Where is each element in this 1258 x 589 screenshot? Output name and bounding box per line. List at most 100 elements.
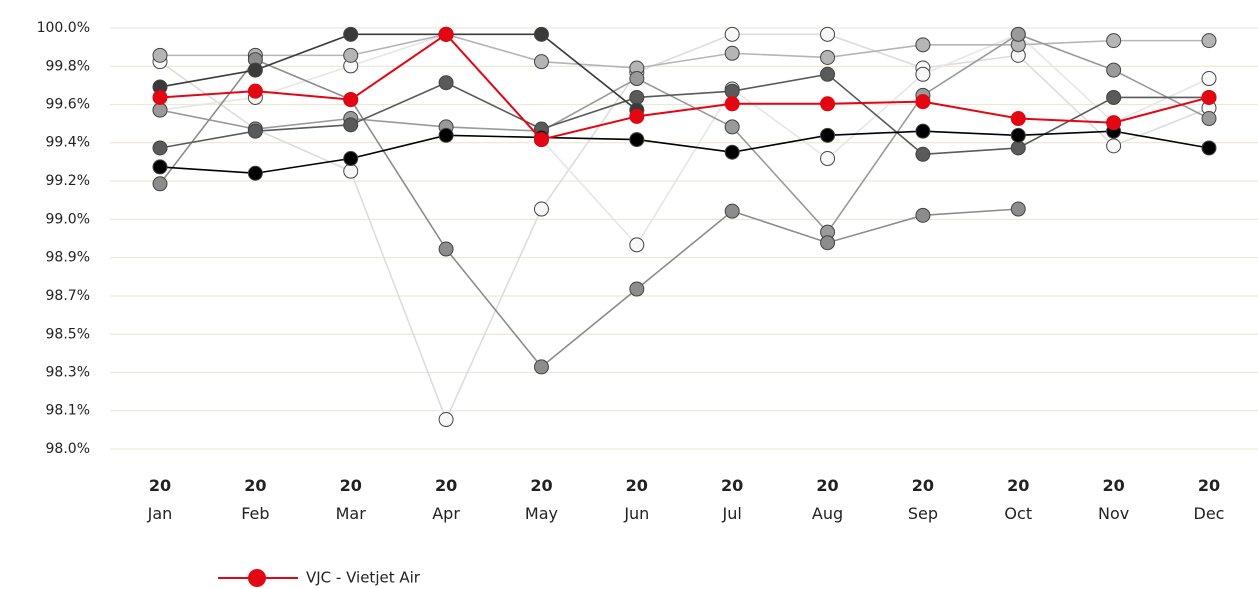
series-line: [160, 33, 1209, 69]
y-tick-label: 100.0%: [37, 20, 90, 36]
data-point: [533, 359, 549, 375]
y-tick-label: 98.9%: [46, 250, 90, 266]
y-tick-label: 98.3%: [46, 364, 90, 380]
x-tick-label: 20 Oct: [1004, 476, 1032, 523]
x-tick-label: 20 Aug: [812, 476, 843, 523]
data-point: [1201, 71, 1217, 87]
data-point: [915, 207, 931, 223]
y-tick-label: 98.0%: [46, 441, 90, 457]
data-point: [820, 151, 836, 167]
data-point: [1201, 89, 1217, 105]
data-point: [247, 83, 263, 99]
series-line: [159, 33, 1210, 422]
data-point: [247, 165, 263, 181]
data-point: [533, 54, 549, 70]
data-point: [629, 89, 645, 105]
data-point: [915, 37, 931, 53]
data-point: [533, 26, 549, 42]
data-point: [438, 26, 454, 42]
x-tick-label: 20 Sep: [908, 476, 938, 523]
y-tick-label: 98.7%: [46, 288, 90, 304]
data-point: [915, 146, 931, 162]
x-tick-label: 20 Mar: [336, 476, 367, 523]
x-tick-label: 20 Jan: [147, 476, 173, 523]
data-point: [1010, 201, 1026, 217]
data-point: [629, 132, 645, 148]
data-point: [915, 123, 931, 139]
data-point: [247, 123, 263, 139]
data-point: [915, 66, 931, 82]
data-point: [152, 89, 168, 105]
x-tick-label: 20 Jul: [721, 476, 743, 523]
data-point: [1010, 111, 1026, 127]
data-point: [1106, 89, 1122, 105]
data-point: [152, 140, 168, 156]
data-point: [820, 127, 836, 143]
y-tick-label: 98.1%: [46, 403, 90, 419]
x-tick-label: 20 Dec: [1194, 476, 1225, 523]
y-tick-label: 99.2%: [46, 173, 90, 189]
data-point: [820, 26, 836, 42]
y-tick-label: 98.5%: [46, 326, 90, 342]
data-point: [724, 96, 740, 112]
data-point: [724, 144, 740, 160]
series-line: [159, 73, 1209, 156]
data-point: [533, 201, 549, 217]
data-point: [438, 127, 454, 143]
y-tick-label: 99.0%: [46, 211, 90, 227]
series-line: [159, 32, 1210, 141]
data-point: [1106, 138, 1122, 154]
y-tick-label: 99.4%: [46, 135, 90, 151]
series-line: [159, 33, 1210, 234]
data-point: [343, 117, 359, 133]
x-tick-label: 20 Jun: [623, 476, 649, 523]
data-point: [438, 75, 454, 91]
data-point: [1201, 111, 1217, 127]
data-point: [820, 235, 836, 251]
x-tick-label: 20 Apr: [432, 476, 460, 523]
data-point: [724, 119, 740, 135]
data-point: [343, 163, 359, 179]
legend-label: VJC - Vietjet Air: [306, 569, 421, 587]
data-point: [1106, 62, 1122, 78]
data-point: [343, 26, 359, 42]
y-tick-label: 99.8%: [46, 58, 90, 74]
data-point: [724, 203, 740, 219]
data-point: [820, 96, 836, 112]
data-point: [438, 412, 454, 428]
data-point: [343, 151, 359, 167]
data-point: [1010, 26, 1026, 42]
data-point: [1010, 127, 1026, 143]
x-tick-label: 20 Feb: [241, 476, 269, 523]
data-point: [629, 71, 645, 87]
x-tick-label: 20 Nov: [1098, 476, 1129, 523]
data-point: [152, 176, 168, 192]
data-point: [533, 132, 549, 148]
data-point: [438, 241, 454, 257]
series-line: [159, 58, 1019, 369]
data-point: [152, 159, 168, 175]
data-point: [820, 49, 836, 65]
data-point: [343, 92, 359, 108]
series-line: [159, 33, 638, 111]
data-point: [629, 237, 645, 253]
series-line: [159, 33, 1210, 247]
data-point: [724, 45, 740, 61]
data-point: [1106, 115, 1122, 131]
y-tick-label: 99.6%: [46, 97, 90, 113]
data-point: [1106, 33, 1122, 49]
data-point: [1010, 140, 1026, 156]
series-line: [159, 130, 1210, 175]
data-point: [343, 47, 359, 63]
data-point: [820, 66, 836, 82]
data-point: [1201, 140, 1217, 156]
data-point: [152, 102, 168, 118]
data-point: [247, 62, 263, 78]
legend-marker: [248, 569, 266, 587]
data-point: [1201, 33, 1217, 49]
data-point: [629, 281, 645, 297]
data-point: [915, 94, 931, 110]
data-point: [629, 108, 645, 124]
data-point: [152, 47, 168, 63]
